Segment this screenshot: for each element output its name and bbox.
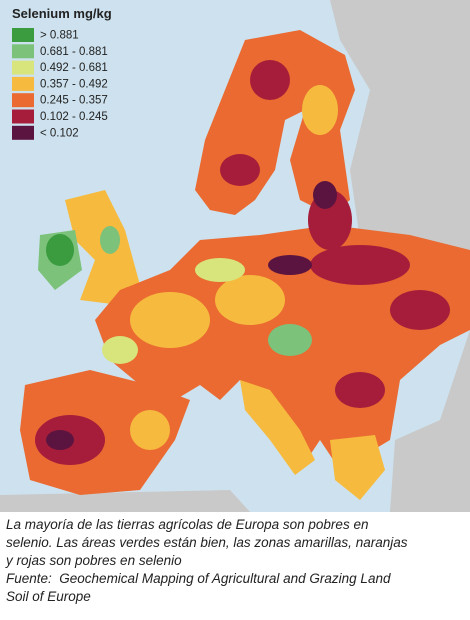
legend-label: > 0.881 (40, 30, 79, 42)
selenium-map (20, 30, 470, 500)
legend-swatch (12, 125, 34, 140)
legend-label: < 0.102 (40, 127, 79, 139)
caption-line: La mayoría de las tierras agrícolas de E… (6, 517, 369, 532)
legend-swatch (12, 76, 34, 91)
legend-title: Selenium mg/kg (12, 6, 112, 21)
caption-line: Soil of Europe (6, 589, 91, 604)
non-eu-land (330, 0, 470, 512)
legend-label: 0.245 - 0.357 (40, 95, 108, 107)
legend-swatch (12, 93, 34, 108)
legend: > 0.881 0.681 - 0.881 0.492 - 0.681 0.357 -… (12, 28, 108, 140)
legend-swatch (12, 44, 34, 59)
legend-label: 0.102 - 0.245 (40, 111, 108, 123)
caption-line: y rojas son pobres en selenio (6, 553, 182, 568)
caption-line: Fuente: Geochemical Mapping of Agricultu… (6, 571, 391, 586)
legend-label: 0.492 - 0.681 (40, 62, 108, 74)
legend-swatch (12, 28, 34, 42)
map: Selenium mg/kg > 0.881 0.681 - 0.881 0.492… (0, 0, 470, 512)
legend-label: 0.357 - 0.492 (40, 78, 108, 90)
caption-line: selenio. Las áreas verdes están bien, la… (6, 535, 408, 550)
legend-label: 0.681 - 0.881 (40, 46, 108, 58)
caption: La mayoría de las tierras agrícolas de E… (6, 516, 468, 606)
legend-swatch (12, 109, 34, 124)
africa (0, 490, 250, 512)
legend-swatch (12, 60, 34, 75)
